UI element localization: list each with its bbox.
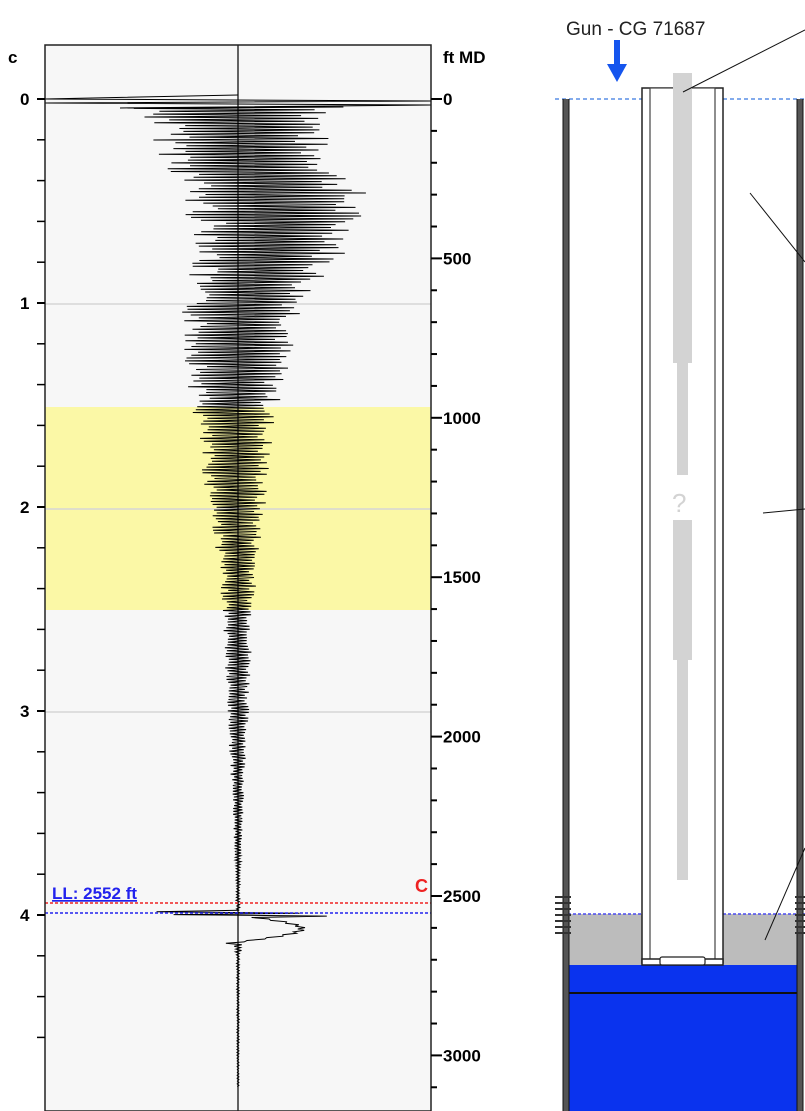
right-axis-unit: ft MD [443, 48, 485, 67]
rod-string-mid [677, 360, 688, 475]
right-tick-label: 3000 [443, 1046, 481, 1065]
leader-line [749, 192, 805, 263]
marker-label: C [415, 876, 428, 896]
right-tick-label: 500 [443, 249, 471, 268]
down-arrow-icon [607, 40, 627, 82]
right-tick-label: 0 [443, 90, 452, 109]
left-tick-label: 2 [20, 498, 29, 517]
left-tick-label: 0 [20, 90, 29, 109]
right-tick-label: 1500 [443, 568, 481, 587]
left-axis: c 0 1 2 3 4 [8, 48, 45, 1039]
leader-line [764, 847, 805, 941]
rod-string-bottom [677, 655, 688, 880]
tubing-plug [659, 956, 706, 966]
casing-wall-left [563, 99, 569, 1111]
leader-line [762, 508, 805, 514]
right-axis: ft MD 0 500 1000 1500 2000 2500 3000 [431, 48, 485, 1089]
left-axis-unit: c [8, 48, 17, 67]
perforations-left [555, 896, 571, 934]
right-tick-label: 2000 [443, 728, 481, 747]
perforations-right [795, 896, 805, 934]
acoustic-trace [44, 94, 432, 1088]
left-tick-label: 3 [20, 702, 29, 721]
right-tick-label: 2500 [443, 887, 481, 906]
fluid-level-label: LL: 2552 ft [52, 884, 137, 903]
left-tick-label: 4 [20, 906, 30, 925]
gun-label: Gun - CG 71687 [566, 19, 705, 40]
rod-string-upper [673, 73, 692, 363]
unknown-section-label: ? [672, 488, 686, 518]
rod-string-lower [673, 520, 692, 660]
wellbore-schematic: Gun - CG 71687 [555, 19, 805, 1111]
casing-wall-right [797, 99, 803, 1111]
right-tick-label: 1000 [443, 409, 481, 428]
trace-plot: LL: 2552 ft C [44, 44, 432, 1111]
liquid-column [563, 965, 801, 1111]
leader-line [682, 29, 805, 93]
left-tick-label: 1 [20, 294, 29, 313]
